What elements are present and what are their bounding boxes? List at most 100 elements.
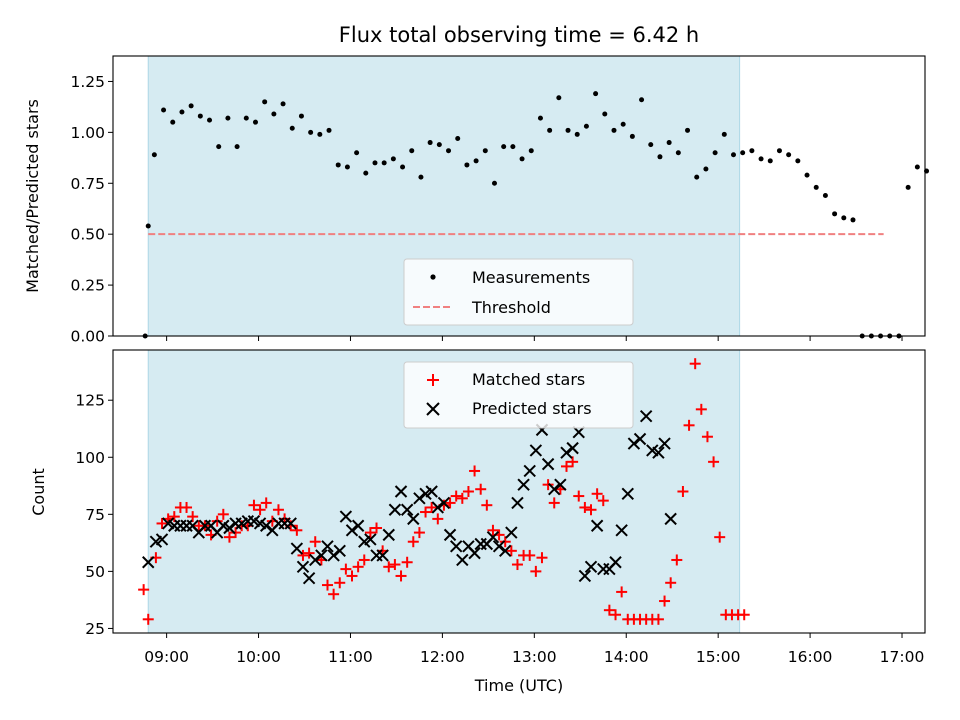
matched-stars-point bbox=[187, 511, 199, 523]
matched-stars-point bbox=[181, 501, 193, 513]
matched-stars-point bbox=[340, 563, 352, 575]
predicted-stars-point bbox=[351, 519, 365, 532]
y-tick-label: 0.25 bbox=[70, 277, 105, 295]
matched-stars-point bbox=[413, 527, 425, 539]
measurement-point bbox=[317, 131, 323, 137]
matched-stars-point bbox=[591, 488, 603, 500]
predicted-stars-point bbox=[529, 444, 543, 457]
matched-stars-point bbox=[168, 511, 180, 523]
measurement-point bbox=[841, 215, 847, 221]
predicted-stars-point bbox=[339, 510, 353, 523]
matched-stars-point bbox=[665, 577, 677, 589]
measurement-point bbox=[409, 148, 415, 154]
measurement-point bbox=[629, 133, 635, 139]
measurement-point bbox=[381, 160, 387, 166]
matched-stars-point bbox=[695, 403, 707, 415]
predicted-stars-point bbox=[560, 446, 573, 459]
predicted-stars-point bbox=[284, 517, 297, 530]
predicted-stars-point bbox=[309, 553, 322, 567]
matched-stars-point bbox=[260, 497, 272, 509]
matched-stars-point bbox=[616, 586, 628, 598]
predicted-stars-point bbox=[333, 544, 346, 558]
matched-stars-point bbox=[346, 570, 358, 582]
measurement-point bbox=[501, 144, 507, 150]
measurement-point bbox=[216, 144, 222, 150]
predicted-stars-point bbox=[456, 553, 469, 567]
measurement-point bbox=[905, 184, 911, 190]
y-tick-label: 0.75 bbox=[70, 175, 105, 193]
matched-stars-legend-marker bbox=[427, 374, 439, 386]
matched-stars-point bbox=[407, 536, 419, 548]
measurement-point bbox=[464, 162, 470, 168]
matched-stars-point bbox=[659, 595, 671, 607]
y-tick-label: 0.00 bbox=[70, 328, 105, 346]
measurement-points bbox=[142, 91, 930, 339]
measurement-point bbox=[145, 223, 151, 229]
count-points bbox=[138, 358, 750, 625]
y-tick-label: 50 bbox=[85, 563, 105, 581]
x-tick-label: 16:00 bbox=[788, 648, 833, 666]
measurement-point bbox=[611, 127, 617, 133]
predicted-stars-point bbox=[554, 478, 567, 491]
measurement-point bbox=[767, 158, 773, 164]
matched-stars-point bbox=[603, 604, 615, 616]
predicted-stars-point bbox=[142, 556, 155, 569]
x-tick-label: 14:00 bbox=[604, 648, 649, 666]
matched-stars-point bbox=[610, 609, 622, 621]
measurement-point bbox=[354, 150, 360, 156]
measurement-point bbox=[225, 115, 231, 121]
matched-stars-point bbox=[358, 554, 370, 566]
measurement-point bbox=[207, 117, 213, 123]
measurement-point bbox=[510, 144, 516, 150]
predicted-stars-point bbox=[590, 519, 604, 532]
matched-stars-point bbox=[426, 501, 438, 513]
matched-stars-point bbox=[401, 556, 413, 568]
matched-stars-legend-label: Matched stars bbox=[472, 370, 585, 389]
measurement-point bbox=[749, 148, 755, 154]
y-tick-label: 125 bbox=[75, 392, 105, 410]
bottom-plot-frame bbox=[112, 349, 926, 634]
measurement-point bbox=[335, 162, 341, 168]
measurement-point bbox=[593, 91, 599, 97]
predicted-stars-point bbox=[652, 446, 665, 459]
measurement-point bbox=[730, 152, 736, 158]
measurement-point bbox=[850, 217, 856, 223]
measurement-point bbox=[289, 125, 295, 131]
measurement-point bbox=[537, 115, 543, 121]
measurement-point bbox=[914, 164, 920, 170]
matched-stars-point bbox=[701, 431, 713, 443]
predicted-stars-point bbox=[413, 492, 426, 505]
predicted-stars-point bbox=[627, 437, 641, 450]
y-tick-label: 1.25 bbox=[70, 73, 105, 91]
matched-stars-point bbox=[536, 552, 548, 564]
measurement-point bbox=[583, 123, 589, 129]
matched-stars-point bbox=[567, 456, 579, 468]
matched-stars-point bbox=[383, 561, 395, 573]
matched-stars-point bbox=[511, 559, 523, 571]
measurement-point bbox=[547, 127, 553, 133]
matched-stars-point bbox=[328, 588, 340, 600]
predicted-stars-point bbox=[296, 560, 310, 574]
predicted-stars-point bbox=[345, 524, 359, 537]
top-x-ticks bbox=[166, 336, 903, 341]
measurement-point bbox=[675, 150, 681, 156]
measurement-point bbox=[372, 160, 378, 166]
predicted-stars-point bbox=[321, 540, 334, 553]
matched-stars-point bbox=[156, 517, 168, 529]
measurement-point bbox=[326, 127, 332, 133]
predicted-stars-point bbox=[290, 542, 304, 555]
matched-stars-point bbox=[420, 506, 432, 518]
measurement-point bbox=[712, 150, 718, 156]
x-axis-label: Time (UTC) bbox=[474, 676, 563, 695]
predicted-stars-point bbox=[388, 503, 402, 516]
predicted-stars-point bbox=[517, 478, 530, 491]
matched-stars-point bbox=[309, 536, 321, 548]
predicted-stars-point bbox=[658, 437, 671, 450]
matched-stars-point bbox=[487, 524, 499, 536]
predicted-stars-point bbox=[633, 432, 647, 446]
x-tick-label: 09:00 bbox=[144, 648, 189, 666]
measurement-point bbox=[565, 127, 571, 133]
measurement-point bbox=[648, 142, 654, 148]
measurement-point bbox=[556, 95, 562, 101]
predicted-stars-point bbox=[376, 549, 389, 562]
